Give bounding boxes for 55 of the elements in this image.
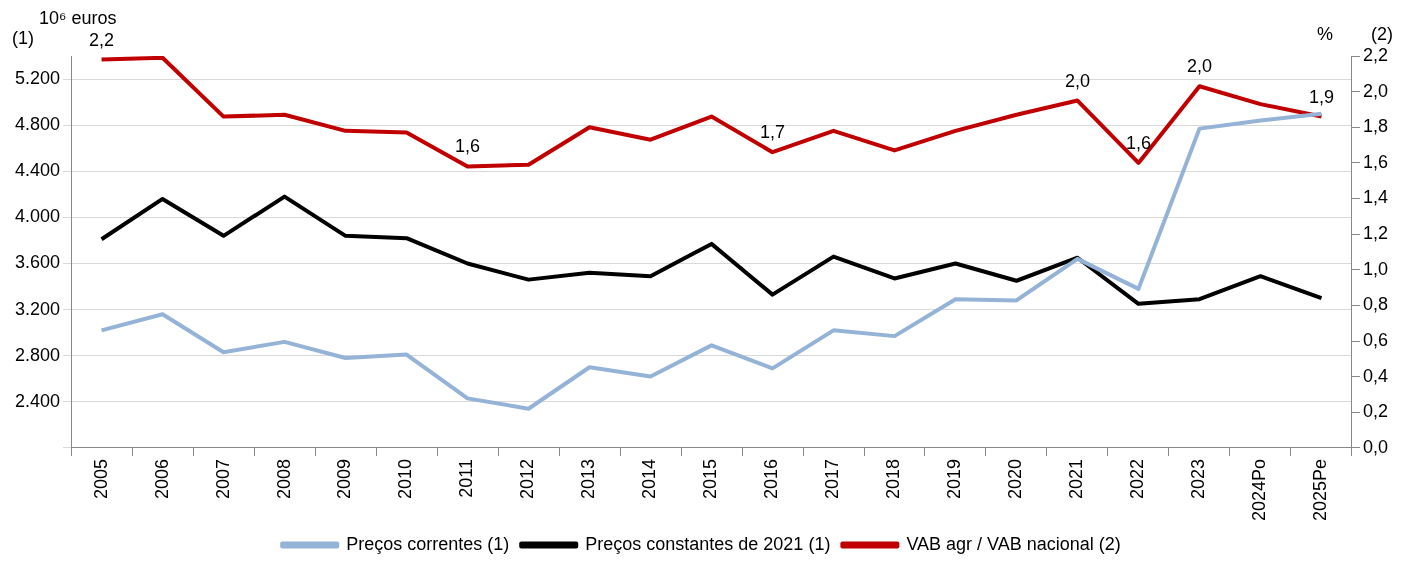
x-tick-label: 2018	[883, 458, 904, 499]
x-tick-label: 2011	[456, 458, 477, 498]
x-tick-label: 2023	[1188, 458, 1209, 499]
y2-tick-label: 1,2	[1362, 223, 1389, 244]
data-label: 2,2	[89, 29, 115, 50]
y-axis-title: (1)	[12, 28, 35, 48]
x-tick-label: 2016	[761, 458, 782, 499]
legend-label: VAB agr / VAB nacional (2)	[906, 533, 1121, 554]
y2-axis-title: (2)	[1370, 24, 1393, 44]
x-tick-label: 2012	[517, 458, 538, 499]
x-tick-label: 2019	[944, 458, 965, 499]
x-tick-label: 2009	[334, 458, 355, 499]
y-tick-label: 3.200	[15, 298, 61, 319]
legend-label: Preços correntes (1)	[346, 533, 510, 554]
x-tick-label: 2020	[1005, 458, 1026, 499]
x-tick-label: 2006	[151, 458, 172, 499]
x-tick-label: 2022	[1127, 458, 1148, 499]
y-tick-label: 4.800	[15, 114, 61, 135]
text: %	[1316, 24, 1333, 44]
y-tick-label: 2.800	[15, 344, 61, 365]
y-tick-label: 5.200	[15, 68, 61, 89]
x-tick-label: 2005	[90, 458, 111, 499]
data-label: 1,6	[455, 136, 481, 157]
x-tick-label: 2014	[639, 458, 660, 499]
data-label: 1,9	[1308, 86, 1334, 107]
legend-label: Preços constantes de 2021 (1)	[585, 533, 831, 554]
y2-tick-label: 0,8	[1362, 294, 1389, 315]
x-tick-label: 2024Po	[1249, 458, 1270, 521]
y-tick-label: 4.400	[15, 160, 61, 181]
y2-tick-label: 2,2	[1362, 44, 1389, 65]
y2-tick-label: 2,0	[1362, 80, 1389, 101]
y2-tick-label: 0,0	[1362, 436, 1389, 457]
y2-tick-label: 0,4	[1362, 365, 1389, 386]
data-label: 2,0	[1186, 56, 1212, 77]
data-label: 1,7	[759, 122, 786, 143]
x-tick-label: 2017	[822, 458, 843, 499]
y2-tick-label: 1,8	[1362, 116, 1389, 137]
x-tick-label: 2007	[212, 458, 233, 499]
text: 10⁶ euros	[39, 8, 117, 28]
y2-tick-label: 0,2	[1362, 401, 1389, 422]
y-tick-label: 3.600	[15, 252, 61, 273]
data-label: 2,0	[1064, 70, 1091, 91]
x-tick-label: 2025Pe	[1310, 458, 1331, 521]
x-tick-label: 2013	[578, 458, 599, 499]
x-tick-label: 2015	[700, 458, 721, 499]
x-tick-label: 2021	[1066, 458, 1087, 499]
x-tick-label: 2010	[395, 458, 416, 499]
y2-tick-label: 1,4	[1362, 187, 1389, 208]
data-label: 1,6	[1125, 132, 1151, 153]
y2-tick-label: 1,6	[1362, 151, 1389, 172]
y2-tick-label: 0,6	[1362, 330, 1389, 351]
x-tick-label: 2008	[273, 458, 294, 499]
y-tick-label: 2.400	[15, 390, 61, 411]
y2-tick-label: 1,0	[1362, 258, 1389, 279]
y-tick-label: 4.000	[15, 206, 61, 227]
